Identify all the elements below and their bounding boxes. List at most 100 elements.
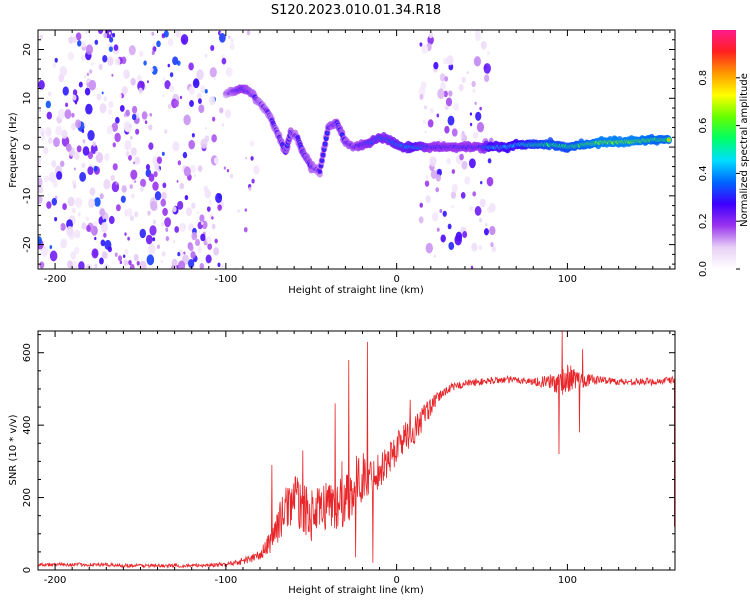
noise-blob [60,160,65,167]
noise-blob [189,100,194,108]
noise-blob [162,77,166,81]
noise-blob [219,107,224,114]
noise-blob [425,195,431,203]
noise-blob [215,192,223,204]
noise-blob [131,193,135,199]
noise-blob [124,248,129,255]
noise-blob [55,125,63,136]
noise-blob [205,254,212,264]
noise-blob [114,252,118,257]
noise-blob [149,225,157,236]
noise-blob [172,56,179,66]
noise-blob [475,111,482,121]
noise-blob [133,253,139,262]
noise-blob [237,209,240,214]
snr-y-tick-label: 200 [22,488,33,507]
snr-y-tick-label: 400 [22,416,33,435]
noise-blob [461,130,465,136]
noise-blob [65,143,72,152]
noise-blob [219,264,226,269]
noise-blob [93,165,98,172]
noise-blob [483,63,491,74]
noise-blob [217,262,221,267]
noise-blob [161,151,165,156]
noise-blob [167,103,172,109]
noise-blob [172,239,176,244]
noise-blob [213,157,219,165]
noise-blob [180,34,189,45]
noise-blob [52,180,58,188]
noise-blob [196,92,202,100]
noise-blob [151,31,155,36]
noise-blob [111,73,114,77]
noise-blob [491,245,496,253]
noise-blob [419,42,423,47]
noise-blob [461,76,466,84]
noise-blob [225,66,233,77]
snr-data [38,331,675,569]
noise-blob [94,236,97,241]
noise-blob [85,216,89,222]
noise-blob [67,51,75,61]
noise-blob [472,191,477,197]
noise-blob [108,46,113,52]
colorbar-tick-label: 0.2 [698,213,709,229]
noise-blob [197,165,203,173]
noise-blob [134,180,137,184]
noise-blob [47,130,52,136]
noise-blob [160,198,167,207]
noise-blob [243,227,248,233]
noise-blob [144,120,148,125]
noise-blob [123,69,130,79]
noise-blob [76,145,82,153]
noise-blob [190,251,196,259]
noise-blob [433,61,439,70]
noise-blob [177,260,186,269]
noise-blob [129,263,135,269]
noise-blob [448,90,453,97]
noise-blob [152,219,157,225]
noise-blob [39,109,42,112]
noise-blob [51,197,58,206]
noise-blob [140,81,145,88]
noise-blob [73,184,77,189]
noise-blob [163,30,169,38]
noise-blob [177,251,181,257]
noise-blob [138,87,143,94]
noise-blob [487,158,492,164]
noise-blob [54,216,58,222]
noise-blob [479,106,482,111]
noise-blob [191,133,195,138]
noise-blob [92,141,97,147]
noise-blob [103,179,111,190]
spectrogram-y-tick-label: 0 [22,144,33,150]
noise-blob [161,191,167,200]
snr-x-tick-label: -100 [215,575,238,586]
noise-blob [211,134,217,143]
noise-blob [176,179,179,183]
noise-blob [223,166,226,170]
noise-blob [446,55,454,66]
figure-title: S120.2023.010.01.34.R18 [271,3,441,18]
noise-blob [57,108,66,120]
noise-blob [67,196,75,207]
noise-blob [139,228,147,239]
colorbar-ticks: 0.0 0.2 0.4 0.6 0.8 [698,70,740,277]
noise-blob [454,234,462,246]
noise-blob [150,67,154,73]
noise-blob [458,83,464,92]
noise-blob [174,226,180,233]
colorbar-tick-label: 0.4 [698,165,709,181]
noise-blob [111,181,120,193]
noise-blob [211,223,216,230]
noise-blob [84,30,90,35]
noise-blob [39,34,44,40]
noise-blob [83,75,87,79]
spectrogram-x-label: Height of straight line (km) [288,285,424,296]
noise-blob [85,103,93,115]
noise-blob [124,122,132,133]
noise-blob [106,125,113,135]
noise-blob [156,40,161,48]
spectrogram-y-label: Frequency (Hz) [8,112,19,188]
